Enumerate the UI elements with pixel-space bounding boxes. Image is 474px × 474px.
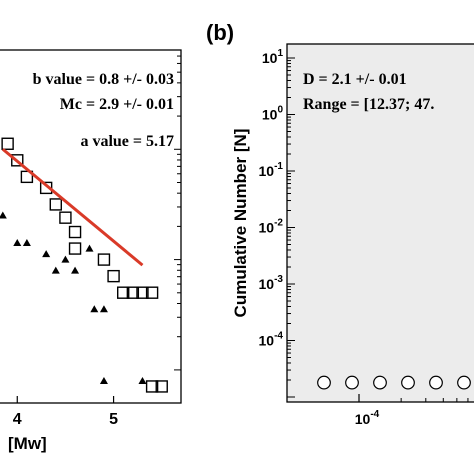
panel-a-square-point-14 bbox=[145, 380, 159, 393]
panel-a-triangle-point-0 bbox=[0, 211, 7, 219]
panel-b-y-tick-label-5-exp: 1 bbox=[277, 48, 283, 59]
panel-a-triangle-point-11 bbox=[138, 376, 147, 384]
panel-a-square-point-8 bbox=[97, 253, 111, 266]
panel-a-x-tick-label-1: 5 bbox=[109, 411, 118, 428]
panel-a-annotation-1: b value = 0.8 +/- 0.03 bbox=[33, 71, 174, 88]
panel-b-y-tick-label-0-exp: -4 bbox=[274, 331, 283, 342]
panel-b-x-tick-label-0: 10-4 bbox=[355, 409, 380, 427]
panel-b-circle-point-3 bbox=[401, 375, 415, 390]
panel-a-triangle-point-6 bbox=[71, 266, 80, 274]
panel-b-plot-area bbox=[286, 43, 474, 403]
panel-b-y-tick-label-3-exp: -1 bbox=[274, 161, 283, 172]
panel-b-annotation-1: D = 2.1 +/- 0.01 bbox=[303, 71, 407, 88]
panel-a-square-point-11 bbox=[126, 286, 140, 299]
panel-a-triangle-point-1 bbox=[13, 239, 22, 247]
panel-b-circle-point-1 bbox=[345, 375, 359, 390]
panel-b-y-tick-label-3: 10-1 bbox=[259, 161, 284, 179]
panel-b-axes bbox=[287, 57, 469, 402]
panel-a-square-point-10 bbox=[117, 286, 130, 299]
panel-a-square-point-5 bbox=[59, 211, 72, 224]
panel-a-triangle-point-8 bbox=[90, 305, 99, 313]
panel-a-square-point-13 bbox=[145, 286, 159, 299]
panel-b-y-tick-label-3-base: 10 bbox=[259, 163, 275, 179]
panel-a-axes bbox=[16, 55, 181, 403]
panel-b-y-tick-label-0: 10-4 bbox=[259, 331, 284, 349]
panel-b-y-tick-label-2-base: 10 bbox=[259, 220, 275, 236]
panel-a-square-point-15 bbox=[155, 380, 168, 393]
panel-a-annotation-3: a value = 5.17 bbox=[80, 133, 174, 150]
panel-a-triangle-point-9 bbox=[99, 305, 108, 313]
panel-b-circle-point-4 bbox=[429, 375, 443, 390]
panel-a-annotation-2: Mc = 2.9 +/- 0.01 bbox=[60, 96, 174, 113]
panel-a-square-point-0 bbox=[1, 137, 14, 150]
panel-a-triangle-point-5 bbox=[61, 255, 70, 263]
panel-b-y-tick-label-0-base: 10 bbox=[259, 333, 275, 349]
panel-a-square-point-1 bbox=[11, 154, 24, 167]
panel-a-square-point-9 bbox=[107, 269, 120, 283]
panel-a-x-axis-label: [Mw] bbox=[8, 434, 47, 453]
panel-b-y-tick-label-1-base: 10 bbox=[259, 276, 275, 292]
panel-b-y-axis-label: Cumulative Number [N] bbox=[231, 129, 250, 318]
panel-b-label: (b) bbox=[206, 20, 234, 45]
panel-b-x-tick-label-0-exp: -4 bbox=[370, 409, 379, 420]
panel-b-annotation-2: Range = [12.37; 47. bbox=[303, 96, 434, 113]
panel-b-circle-point-5 bbox=[457, 375, 471, 390]
panel-a-square-point-2 bbox=[20, 170, 34, 184]
panel-a-triangle-point-10 bbox=[99, 376, 108, 384]
panel-a-square-point-12 bbox=[136, 286, 149, 299]
panel-b-y-tick-label-1-exp: -3 bbox=[274, 274, 283, 285]
panel-b-y-tick-label-4-exp: 0 bbox=[277, 105, 283, 116]
panel-b-y-tick-label-2: 10-2 bbox=[259, 218, 284, 236]
panel-a-triangle-point-3 bbox=[42, 250, 51, 258]
panel-b-points bbox=[317, 375, 471, 390]
panel-a-points bbox=[0, 137, 168, 393]
panel-b-y-tick-label-5-base: 10 bbox=[262, 50, 278, 66]
panel-a-square-point-7 bbox=[68, 242, 82, 255]
panel-b-y-tick-label-1: 10-3 bbox=[259, 274, 284, 292]
panel-b-y-tick-label-2-exp: -2 bbox=[274, 218, 283, 229]
panel-b-y-tick-label-4: 100 bbox=[262, 105, 284, 123]
panel-b-circle-point-2 bbox=[373, 375, 387, 390]
panel-b-circle-point-0 bbox=[317, 375, 331, 390]
panel-a-triangle-point-7 bbox=[85, 244, 94, 252]
panel-a-x-tick-label-0: 4 bbox=[13, 411, 22, 428]
panel-b-x-tick-label-0-base: 10 bbox=[355, 411, 371, 427]
panel-a-fit-line bbox=[1, 148, 144, 267]
panel-b-y-tick-label-5: 101 bbox=[262, 48, 284, 66]
panel-a-triangle-point-2 bbox=[22, 239, 31, 247]
panel-a-square-point-6 bbox=[68, 225, 82, 239]
panel-a-square-point-4 bbox=[49, 198, 62, 211]
panel-b-y-tick-label-4-base: 10 bbox=[262, 107, 278, 123]
panel-a-plot-frame bbox=[0, 49, 182, 404]
panel-a-triangle-point-4 bbox=[51, 266, 60, 274]
